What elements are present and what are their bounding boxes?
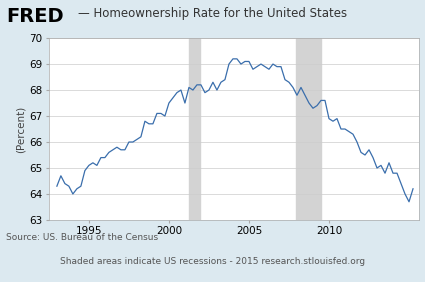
Text: — Homeownership Rate for the United States: — Homeownership Rate for the United Stat… <box>78 7 347 20</box>
Bar <box>296 38 321 220</box>
Text: FRED: FRED <box>6 7 64 26</box>
Text: Source: US. Bureau of the Census: Source: US. Bureau of the Census <box>6 233 159 242</box>
Text: Shaded areas indicate US recessions - 2015 research.stlouisfed.org: Shaded areas indicate US recessions - 20… <box>60 257 365 266</box>
Y-axis label: (Percent): (Percent) <box>15 105 25 153</box>
Bar <box>189 38 200 220</box>
